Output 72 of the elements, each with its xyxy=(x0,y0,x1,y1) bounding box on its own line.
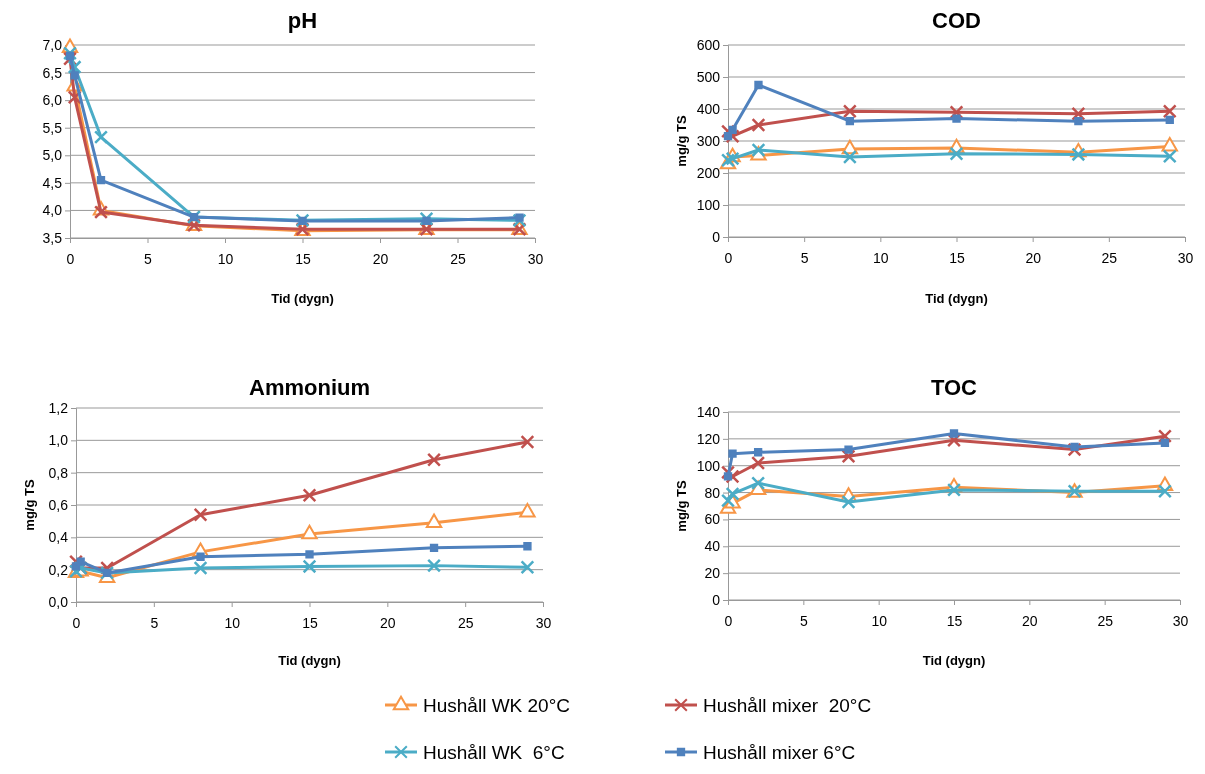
y-tick-label: 60 xyxy=(704,511,721,528)
x-axis-title: Tid (dygn) xyxy=(271,291,334,306)
y-tick-label: 5,5 xyxy=(42,119,63,136)
x-tick-label: 30 xyxy=(1177,250,1194,267)
y-axis-title: mg/g TS xyxy=(674,480,689,532)
y-tick-label: 20 xyxy=(704,565,721,582)
y-tick-label: 1,2 xyxy=(48,399,69,416)
x-tick-label: 5 xyxy=(799,613,808,630)
x-axis-title: Tid (dygn) xyxy=(922,653,986,668)
x-tick-label: 15 xyxy=(302,615,318,632)
y-tick-label: 100 xyxy=(696,196,721,213)
y-tick-label: 100 xyxy=(696,457,721,474)
y-tick-label: 0,0 xyxy=(48,593,69,610)
x-tick-label: 30 xyxy=(527,251,544,268)
y-tick-label: 0,2 xyxy=(48,561,69,578)
x-tick-label: 20 xyxy=(1025,250,1042,267)
x-tick-label: 0 xyxy=(72,615,81,632)
y-tick-label: 80 xyxy=(704,484,721,501)
y-tick-label: 300 xyxy=(696,132,721,149)
legend-label: Hushåll WK 20°C xyxy=(423,695,570,716)
x-tick-label: 15 xyxy=(946,613,963,630)
x-tick-label: 20 xyxy=(380,615,396,632)
x-tick-label: 25 xyxy=(457,615,474,632)
y-tick-label: 500 xyxy=(696,68,721,85)
x-tick-label: 20 xyxy=(372,251,389,268)
y-tick-label: 6,5 xyxy=(42,64,63,81)
x-tick-label: 5 xyxy=(150,615,159,632)
x-tick-label: 0 xyxy=(724,250,733,267)
x-tick-label: 15 xyxy=(295,251,311,268)
x-tick-label: 25 xyxy=(1097,613,1114,630)
x-tick-label: 30 xyxy=(1172,613,1189,630)
x-tick-label: 5 xyxy=(800,250,809,267)
legend-label: Hushåll mixer 6°C xyxy=(703,742,856,763)
chart-title: pH xyxy=(287,8,318,33)
x-tick-label: 20 xyxy=(1022,613,1038,630)
y-tick-label: 4,5 xyxy=(42,174,63,191)
y-tick-label: 120 xyxy=(696,430,721,447)
y-tick-label: 7,0 xyxy=(42,36,63,53)
x-tick-label: 10 xyxy=(873,250,889,267)
y-tick-label: 0 xyxy=(712,228,721,245)
y-axis-title: mg/g TS xyxy=(22,479,37,531)
y-tick-label: 0,6 xyxy=(48,496,69,513)
y-tick-label: 0,4 xyxy=(48,529,69,546)
chart-title: Ammonium xyxy=(249,375,370,400)
x-tick-label: 15 xyxy=(949,250,965,267)
chart-title: TOC xyxy=(930,375,978,400)
x-tick-label: 10 xyxy=(217,251,234,268)
y-tick-label: 40 xyxy=(704,538,721,555)
y-axis-title: mg/g TS xyxy=(674,115,689,167)
y-tick-label: 5,0 xyxy=(42,147,63,164)
y-tick-label: 1,0 xyxy=(48,432,69,449)
y-tick-label: 0,8 xyxy=(48,464,69,481)
y-tick-label: 4,0 xyxy=(42,202,63,219)
y-tick-label: 200 xyxy=(696,164,721,181)
y-tick-label: 3,5 xyxy=(42,229,63,246)
chart-title: COD xyxy=(932,8,981,33)
x-tick-label: 5 xyxy=(144,251,153,268)
x-axis-title: Tid (dygn) xyxy=(925,291,988,306)
x-axis-title: Tid (dygn) xyxy=(278,653,341,668)
legend-label: Hushåll WK 6°C xyxy=(423,742,565,763)
x-tick-label: 0 xyxy=(724,613,733,630)
x-tick-label: 25 xyxy=(450,251,466,268)
y-tick-label: 400 xyxy=(696,100,721,117)
y-tick-label: 0 xyxy=(712,591,721,608)
y-tick-label: 6,0 xyxy=(42,92,63,109)
y-tick-label: 600 xyxy=(696,36,721,53)
y-tick-label: 140 xyxy=(696,403,721,420)
x-tick-label: 10 xyxy=(871,613,888,630)
x-tick-label: 10 xyxy=(224,615,241,632)
x-tick-label: 25 xyxy=(1101,250,1118,267)
x-tick-label: 30 xyxy=(535,615,552,632)
legend-label: Hushåll mixer 20°C xyxy=(703,695,872,716)
